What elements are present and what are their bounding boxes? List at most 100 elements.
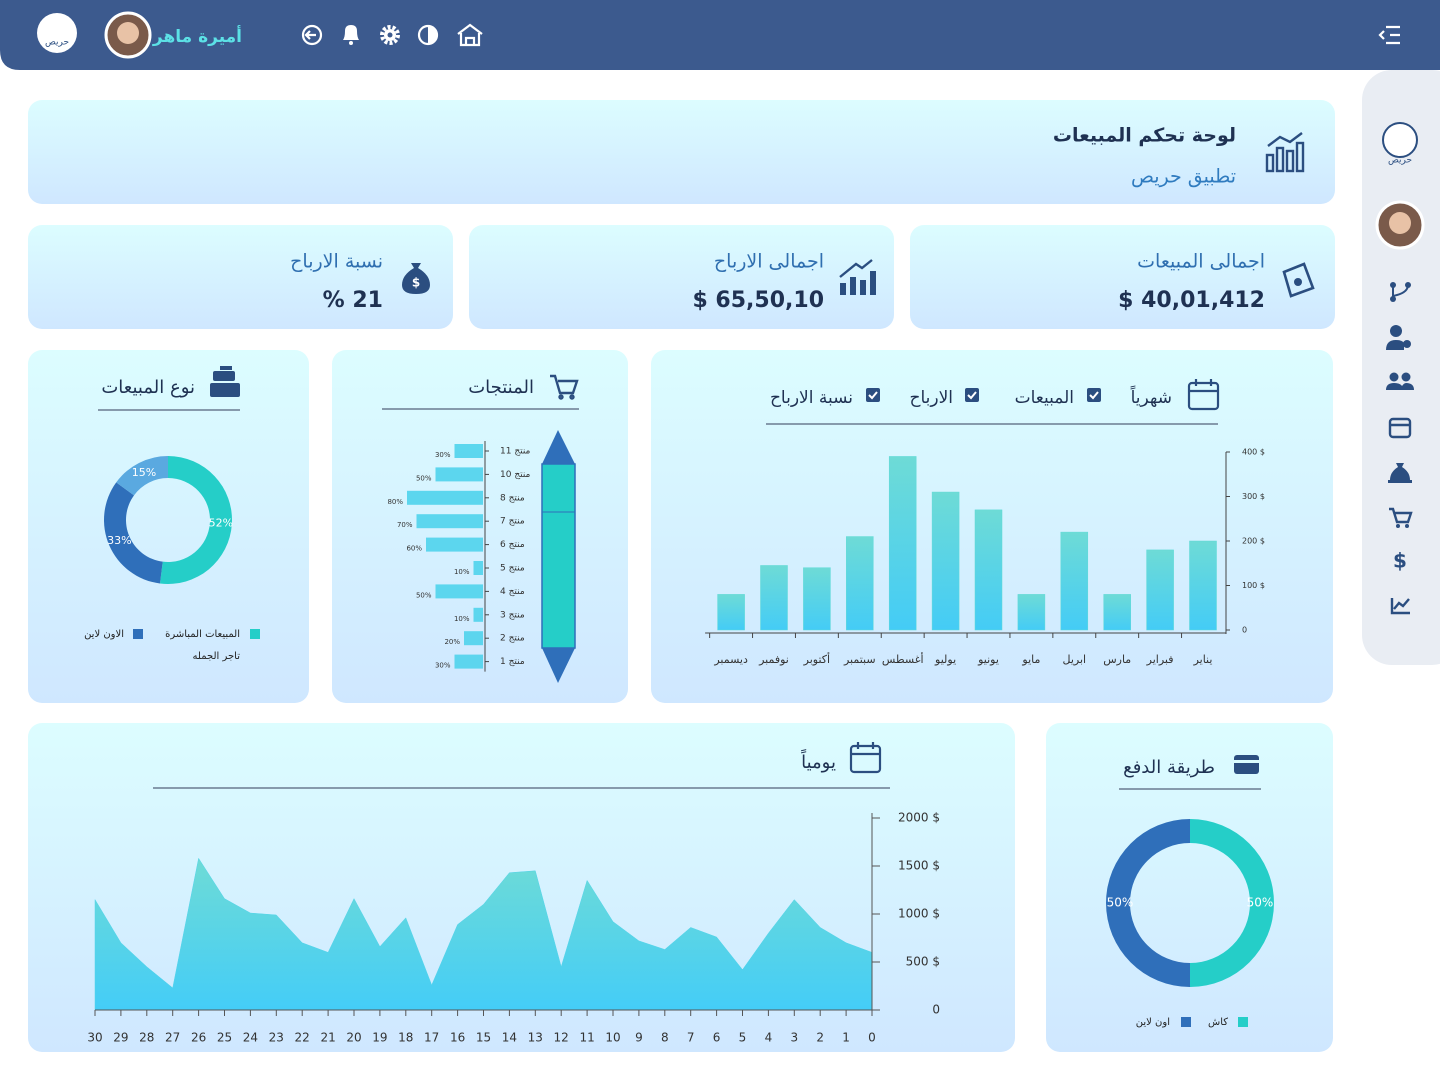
nav-branch[interactable] — [1390, 282, 1411, 302]
stat-card — [28, 225, 453, 329]
x-tick-label: 16 — [450, 1031, 465, 1045]
stat-value: $ 40,01,412 — [1118, 288, 1265, 313]
x-tick-label: 29 — [113, 1031, 128, 1045]
x-tick-label: 7 — [687, 1031, 695, 1045]
nav-store[interactable] — [1388, 417, 1412, 439]
bar — [1146, 549, 1174, 631]
x-tick-label: 6 — [713, 1031, 721, 1045]
chart-title: المنتجات — [468, 377, 534, 398]
y-tick-label: 300 $ — [1242, 492, 1265, 501]
x-tick-label: يناير — [1193, 653, 1213, 666]
x-tick-label: 9 — [635, 1031, 643, 1045]
x-tick-label: أكتوبر — [803, 652, 830, 666]
menu-icon[interactable] — [1378, 25, 1400, 45]
cart-icon — [550, 374, 579, 400]
value-label: 10% — [454, 615, 470, 623]
category-label: منتج 8 — [500, 493, 525, 503]
top-bar — [0, 0, 1440, 70]
bar — [454, 444, 483, 458]
logout-icon[interactable] — [301, 24, 323, 46]
area — [94, 857, 873, 1011]
filter-label: نسبة الارباح — [770, 388, 853, 408]
x-tick-label: 24 — [243, 1031, 258, 1045]
bar — [1189, 540, 1217, 631]
page-title: لوحة تحكم المبيعات — [1053, 125, 1236, 147]
nav-cart[interactable] — [1389, 507, 1413, 528]
legend-label: تاجر الجمله — [193, 651, 241, 662]
x-tick-label: 20 — [346, 1031, 361, 1045]
x-tick-label: سبتمبر — [843, 653, 876, 666]
x-tick-label: 2 — [816, 1031, 824, 1045]
sidebar-logo — [1382, 122, 1418, 158]
value-label: 30% — [435, 662, 451, 670]
nav-chart[interactable] — [1390, 598, 1410, 615]
nav-user-settings[interactable] — [1386, 325, 1411, 350]
y-tick-label: 0 — [1242, 626, 1247, 635]
money-bag-icon: $ — [402, 263, 430, 294]
filter-label: الارباح — [909, 388, 953, 408]
settings-icon[interactable] — [380, 25, 400, 45]
bar — [717, 594, 745, 631]
bell-icon[interactable] — [343, 25, 359, 45]
x-tick-label: 19 — [372, 1031, 387, 1045]
legend-label: كاش — [1208, 1017, 1228, 1028]
filter-checkbox[interactable] — [1087, 388, 1101, 402]
legend-swatch — [133, 629, 143, 639]
x-tick-label: 11 — [579, 1031, 594, 1045]
bar — [473, 561, 483, 575]
bar — [407, 490, 483, 505]
home-icon[interactable] — [457, 23, 483, 47]
chart-title: يومياً — [800, 749, 836, 773]
title-card — [28, 100, 1335, 204]
x-tick-label: 27 — [165, 1031, 180, 1045]
bar — [473, 607, 483, 622]
x-tick-label: 14 — [502, 1031, 517, 1045]
x-tick-label: 21 — [320, 1031, 335, 1045]
bar — [846, 536, 874, 631]
bar — [931, 491, 960, 631]
x-tick-label: 17 — [424, 1031, 439, 1045]
x-tick-label: نوفمبر — [758, 653, 789, 666]
chart-title: طريقة الدفع — [1123, 757, 1215, 778]
x-tick-label: 13 — [528, 1031, 543, 1045]
category-label: منتج 3 — [500, 610, 525, 620]
stat-card — [910, 225, 1335, 329]
stat-label: اجمالى المبيعات — [1137, 251, 1265, 273]
svg-text:$: $ — [412, 276, 420, 290]
nav-money-bag[interactable] — [1388, 463, 1412, 483]
nav-users[interactable] — [1386, 372, 1414, 391]
value-label: 50% — [1247, 896, 1274, 910]
profit-icon — [839, 259, 876, 295]
x-tick-label: 0 — [868, 1031, 876, 1045]
filter-label: شهرياً — [1130, 384, 1172, 408]
legend-label: الاون لاين — [84, 629, 124, 640]
value-label: 30% — [435, 451, 451, 459]
bar — [416, 514, 483, 529]
x-tick-label: يونيو — [977, 653, 999, 666]
stat-label: اجمالى الارباح — [714, 251, 824, 273]
x-tick-label: 5 — [739, 1031, 747, 1045]
legend-swatch — [1238, 1017, 1248, 1027]
y-tick-label: 2000 $ — [898, 811, 940, 825]
register-icon — [210, 366, 240, 397]
bar — [974, 509, 1003, 631]
filter-checkbox[interactable] — [866, 388, 880, 402]
donut-segment — [1106, 819, 1190, 987]
value-label: 52% — [209, 516, 233, 529]
value-label: 70% — [397, 521, 413, 529]
nav-dollar[interactable]: $ — [1393, 549, 1407, 573]
x-tick-label: 10 — [605, 1031, 620, 1045]
stat-card — [469, 225, 894, 329]
value-label: 50% — [1107, 896, 1134, 910]
y-tick-label: 200 $ — [1242, 537, 1265, 546]
legend-swatch — [1181, 1017, 1191, 1027]
value-label: 10% — [454, 568, 470, 576]
chart-title: نوع المبيعات — [101, 377, 195, 398]
filter-checkbox[interactable] — [965, 388, 979, 402]
bar — [1017, 594, 1046, 631]
category-label: منتج 11 — [500, 447, 531, 457]
theme-icon[interactable] — [417, 24, 439, 46]
